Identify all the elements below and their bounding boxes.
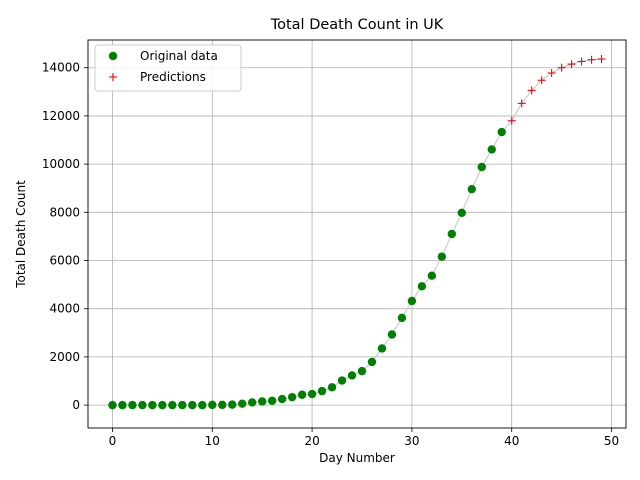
x-tick-label: 20 <box>304 434 319 448</box>
original-data-point <box>387 330 397 339</box>
original-data-point <box>307 389 317 399</box>
x-tick-label: 10 <box>205 434 220 448</box>
original-data-point <box>277 394 287 404</box>
original-data-point <box>357 366 367 376</box>
y-tick-label: 6000 <box>49 254 80 268</box>
prediction-point <box>517 99 526 108</box>
y-tick-label: 2000 <box>49 350 80 364</box>
y-tick-label: 0 <box>72 398 80 412</box>
y-tick-label: 4000 <box>49 302 80 316</box>
legend: Original data Predictions <box>94 44 242 92</box>
original-data-point <box>397 313 407 323</box>
legend-label-original-data: Original data <box>140 49 218 63</box>
prediction-point <box>587 55 596 64</box>
original-data-point <box>417 282 427 291</box>
y-tick-label: 12000 <box>42 109 80 123</box>
original-data-point <box>138 400 147 410</box>
original-data-point <box>287 392 297 402</box>
x-tick-label: 30 <box>404 434 419 448</box>
original-data-point <box>487 145 496 154</box>
x-tick-label: 50 <box>604 434 619 448</box>
prediction-point <box>577 57 586 66</box>
original-data-point <box>108 400 117 410</box>
original-data-point <box>158 400 167 410</box>
original-data-point <box>148 400 157 410</box>
legend-label-predictions: Predictions <box>140 70 206 84</box>
prediction-point <box>527 86 536 95</box>
x-tick-label: 0 <box>109 434 117 448</box>
y-axis-label: Total Death Count <box>14 180 28 289</box>
y-tick-label: 14000 <box>42 61 80 75</box>
prediction-point <box>557 63 566 72</box>
original-data-point <box>407 296 417 306</box>
original-data-point <box>447 229 457 239</box>
prediction-point <box>537 76 546 85</box>
original-data-point <box>347 371 357 380</box>
original-data-point <box>188 400 197 410</box>
original-data-point <box>477 162 486 172</box>
original-data-point <box>327 383 337 392</box>
prediction-point <box>507 116 516 125</box>
legend-box <box>94 44 242 92</box>
x-axis-label: Day Number <box>319 451 395 465</box>
original-data-point <box>497 127 506 137</box>
original-data-point <box>377 344 387 353</box>
original-data-point <box>247 398 257 407</box>
original-data-point <box>198 400 207 410</box>
y-tick-label: 8000 <box>49 205 80 219</box>
original-data-point <box>257 397 267 406</box>
original-data-point <box>297 390 307 399</box>
plot-frame <box>87 39 627 429</box>
original-data-point <box>228 400 237 409</box>
prediction-point <box>567 60 576 69</box>
original-data-point <box>128 400 137 410</box>
original-data-point <box>337 376 347 385</box>
original-data-point <box>238 399 247 408</box>
data-marks <box>108 55 606 410</box>
original-data-point <box>267 396 277 405</box>
original-data-point <box>317 386 327 396</box>
prediction-point <box>597 55 606 64</box>
original-data-point <box>178 400 187 410</box>
original-data-point <box>437 252 447 261</box>
original-data-point <box>208 400 217 410</box>
original-data-point <box>168 400 177 410</box>
original-data-point <box>467 184 476 194</box>
x-tick-label: 40 <box>504 434 519 448</box>
chart-title: Total Death Count in UK <box>270 17 444 33</box>
grid <box>88 40 626 428</box>
original-data-point <box>218 400 227 410</box>
prediction-point <box>547 69 556 78</box>
original-data-point <box>118 400 127 410</box>
ticks: 0 10 20 30 40 50 0 2000 4000 6000 8000 10000 12000 14… <box>42 61 619 448</box>
original-data-point <box>457 208 467 217</box>
original-data-point <box>367 357 377 367</box>
legend-marker-predictions <box>109 73 117 81</box>
y-tick-label: 10000 <box>42 157 80 171</box>
legend-marker-original-data <box>108 51 118 61</box>
original-data-point <box>427 271 437 280</box>
